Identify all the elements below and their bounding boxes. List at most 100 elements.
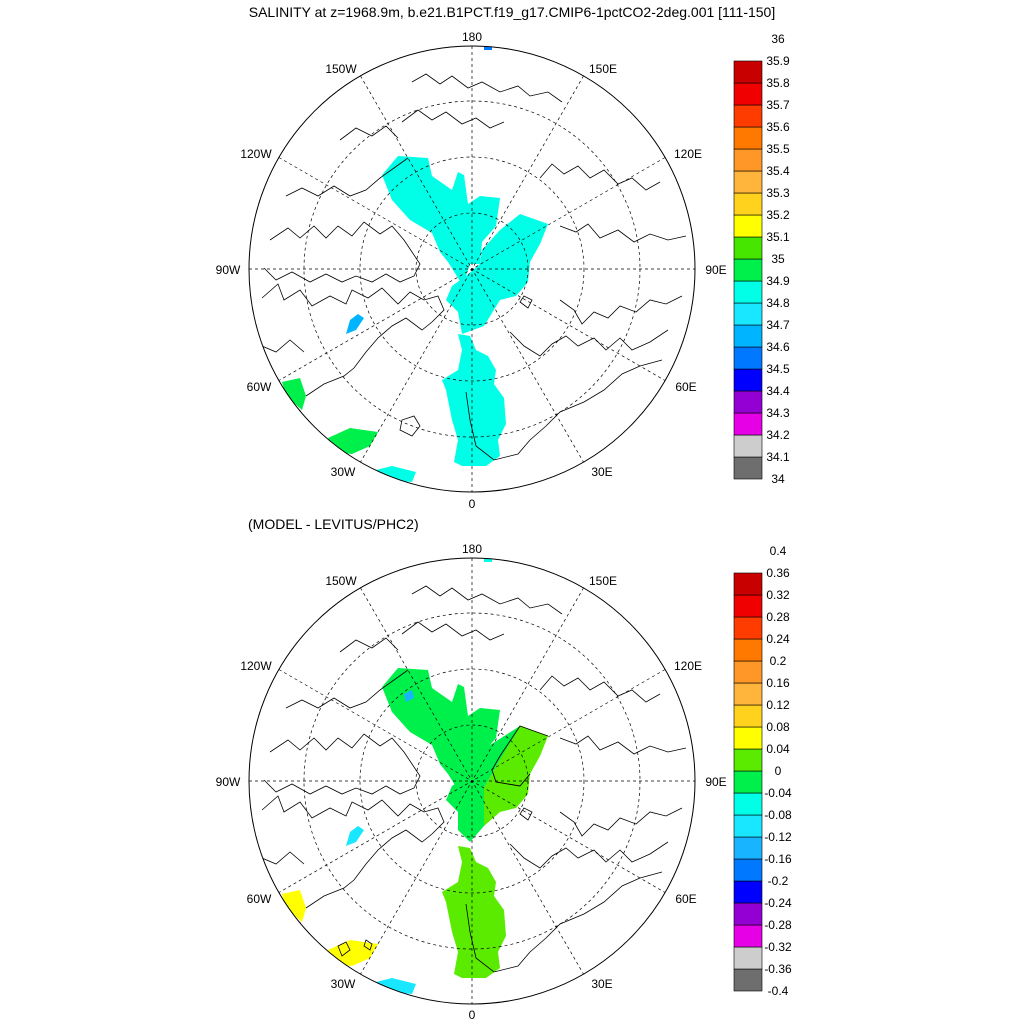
top-colorbar-swatch <box>733 412 763 436</box>
bottom-colorbar-swatch <box>733 704 763 728</box>
bottom-colorbar-swatch <box>733 682 763 706</box>
bottom-lon-label-0: 0 <box>469 1008 476 1022</box>
top-colorbar-tick-label: 34.4 <box>766 384 790 398</box>
bottom-colorbar-tick-label: -0.32 <box>764 940 792 954</box>
bottom-lon-label-90e: 90E <box>705 775 726 789</box>
bottom-colorbar-tick-label: 0.2 <box>770 654 787 668</box>
bottom-colorbar-tick-label: 0.4 <box>770 544 787 558</box>
top-colorbar-swatch <box>733 390 763 414</box>
top-colorbar-swatch <box>733 456 763 480</box>
top-colorbar-swatch <box>733 324 763 348</box>
bottom-colorbar-tick-label: 0.28 <box>766 610 790 624</box>
bottom-field-eurasian-positive <box>484 726 548 826</box>
bottom-colorbar-tick-label: 0.36 <box>766 566 790 580</box>
top-polar-map: 180 150E 120E 90E 60E 30E 0 30W 60W 90W … <box>216 30 727 511</box>
bottom-colorbar-tick-label: 0 <box>775 764 782 778</box>
top-lon-label-180: 180 <box>462 30 482 44</box>
bottom-field-small-blue <box>404 690 414 702</box>
bottom-colorbar-swatch <box>733 924 763 948</box>
bottom-lon-label-150e: 150E <box>589 574 617 588</box>
bottom-lon-label-120w: 120W <box>240 659 272 673</box>
top-colorbar-tick-label: 34 <box>771 472 785 486</box>
top-field-south-patch <box>376 466 416 482</box>
top-colorbar-swatch <box>733 258 763 282</box>
top-colorbar-tick-label: 34.1 <box>766 450 790 464</box>
bottom-graticule <box>249 558 695 1004</box>
top-colorbar-swatch <box>733 148 763 172</box>
top-colorbar-swatch <box>733 170 763 194</box>
bottom-colorbar-tick-label: -0.16 <box>764 852 792 866</box>
bottom-colorbar-swatch <box>733 968 763 992</box>
bottom-lon-label-90w: 90W <box>216 775 241 789</box>
bottom-colorbar-swatch <box>733 946 763 970</box>
top-lon-label-30w: 30W <box>331 465 356 479</box>
bottom-colorbar-tick-label: -0.4 <box>768 984 789 998</box>
bottom-lon-label-60e: 60E <box>675 892 696 906</box>
bottom-lon-label-30w: 30W <box>331 977 356 991</box>
top-colorbar-tick-label: 34.8 <box>766 296 790 310</box>
top-field-labrador <box>282 378 306 410</box>
bottom-colorbar-tick-label: 0.24 <box>766 632 790 646</box>
bottom-colorbar-swatch <box>733 638 763 662</box>
bottom-colorbar-tick-label: 0.12 <box>766 698 790 712</box>
top-lon-label-150w: 150W <box>325 62 357 76</box>
top-map-border <box>248 45 696 493</box>
bottom-colorbar-swatch <box>733 770 763 794</box>
bottom-colorbar-tick-label: -0.2 <box>768 874 789 888</box>
top-colorbar-tick-label: 34.5 <box>766 362 790 376</box>
bottom-colorbar-swatch <box>733 814 763 838</box>
top-lon-label-60e: 60E <box>675 380 696 394</box>
top-colorbar-tick-label: 36 <box>771 32 785 46</box>
bottom-lon-label-60w: 60W <box>247 892 272 906</box>
top-colorbar-tick-label: 35.3 <box>766 186 790 200</box>
top-colorbar-swatch <box>733 60 763 84</box>
top-lon-label-30e: 30E <box>591 465 612 479</box>
bottom-lon-label-150w: 150W <box>325 574 357 588</box>
bottom-colorbar-swatch <box>733 726 763 750</box>
bottom-field-arctic-basin <box>382 668 500 798</box>
top-colorbar-swatch <box>733 192 763 216</box>
top-colorbar-swatch <box>733 214 763 238</box>
bottom-polar-map: 180 150E 120E 90E 60E 30E 0 30W 60W 90W … <box>216 542 727 1022</box>
top-colorbar-tick-label: 35.2 <box>766 208 790 222</box>
difference-subtitle: (MODEL - LEVITUS/PHC2) <box>248 516 419 532</box>
bottom-colorbar-swatch <box>733 858 763 882</box>
top-colorbar-tick-label: 35.1 <box>766 230 790 244</box>
top-lon-label-90w: 90W <box>216 263 241 277</box>
top-colorbar-swatch <box>733 82 763 106</box>
top-colorbar-swatch <box>733 434 763 458</box>
bottom-lon-label-120e: 120E <box>674 659 702 673</box>
bottom-colorbar-tick-label: -0.04 <box>764 786 792 800</box>
top-field-baffin-patch <box>346 314 364 334</box>
bottom-field-eurasian-basin <box>446 726 530 842</box>
bottom-colorbar-tick-label: 0.08 <box>766 720 790 734</box>
bottom-colorbar-swatch <box>733 836 763 860</box>
top-lon-label-150e: 150E <box>589 62 617 76</box>
top-colorbar-swatch <box>733 104 763 128</box>
bottom-colorbar-swatch <box>733 880 763 904</box>
top-lon-label-90e: 90E <box>705 263 726 277</box>
top-colorbar-swatch <box>733 302 763 326</box>
plot-title: SALINITY at z=1968.9m, b.e21.B1PCT.f19_g… <box>248 4 776 20</box>
top-colorbar: 34 34.1 34.2 34.3 34.4 34.5 34.6 34.7 34.8 34.9 35… <box>733 32 790 486</box>
top-colorbar-tick-label: 34.6 <box>766 340 790 354</box>
top-colorbar-swatch <box>733 280 763 304</box>
bottom-colorbar-tick-label: 0.04 <box>766 742 790 756</box>
top-graticule <box>249 46 695 492</box>
bottom-colorbar-tick-label: -0.12 <box>764 830 792 844</box>
top-field-n-atlantic <box>328 428 378 454</box>
bottom-lon-label-30e: 30E <box>591 977 612 991</box>
top-colorbar-tick-label: 35.4 <box>766 164 790 178</box>
bottom-colorbar-swatch <box>733 594 763 618</box>
top-colorbar-tick-label: 34.2 <box>766 428 790 442</box>
top-colorbar-tick-label: 35.6 <box>766 120 790 134</box>
bottom-colorbar-tick-label: -0.24 <box>764 896 792 910</box>
bottom-colorbar: -0.4 -0.36 -0.32 -0.28 -0.24 -0.2 -0.16 -0.12 -0… <box>733 544 792 998</box>
top-colorbar-tick-label: 35.5 <box>766 142 790 156</box>
bottom-colorbar-tick-label: -0.08 <box>764 808 792 822</box>
top-lon-label-0: 0 <box>469 497 476 511</box>
bottom-field-labrador <box>282 890 306 922</box>
bottom-colorbar-tick-label: -0.28 <box>764 918 792 932</box>
bottom-field-fram-nordic <box>442 846 506 978</box>
